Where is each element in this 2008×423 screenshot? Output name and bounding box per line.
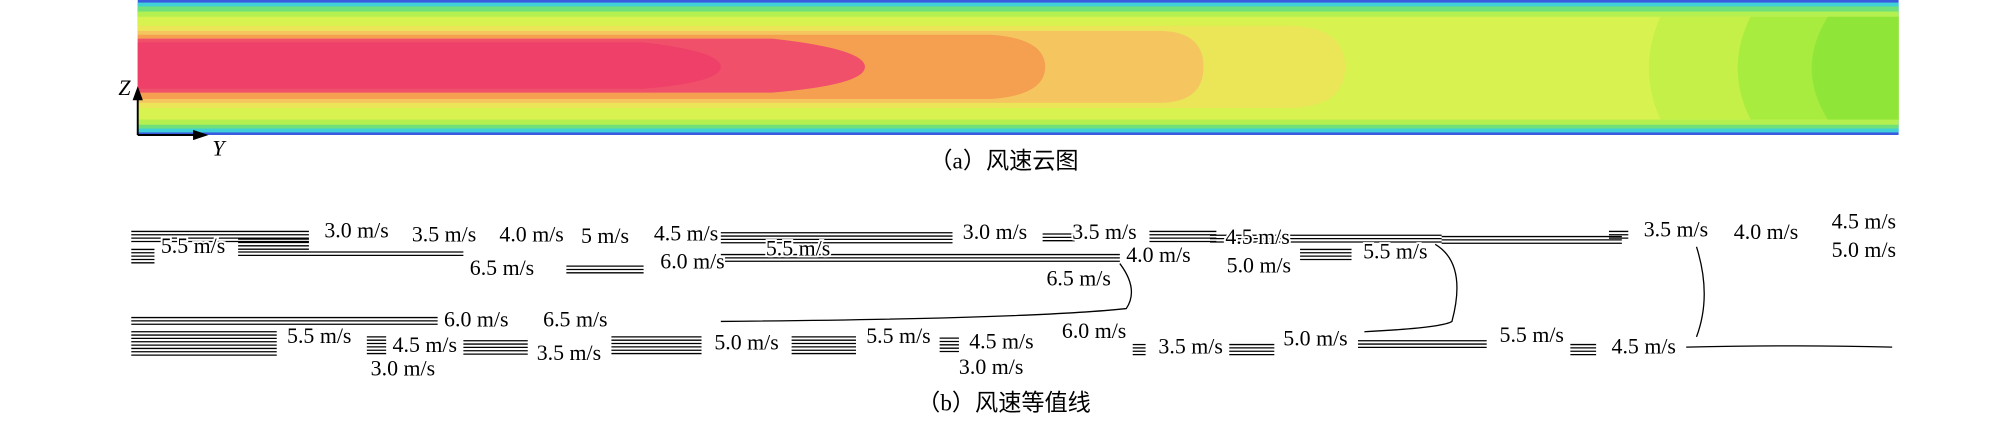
contour-label: 6.0 m/s <box>660 250 724 274</box>
contour-label: 3.0 m/s <box>963 220 1027 244</box>
contour-label: 5.5 m/s <box>1363 239 1427 263</box>
contour-label: 5 m/s <box>581 224 629 248</box>
contour-label: 6.5 m/s <box>470 256 534 280</box>
contour-label: 5.0 m/s <box>1283 327 1347 351</box>
contour-labels: 3.0 m/s 3.5 m/s 4.0 m/s 5 m/s 4.5 m/s 3.0 m/s… <box>159 208 1898 382</box>
arrow <box>193 129 209 141</box>
axis-label: Y <box>212 136 227 160</box>
axis-label: Z <box>118 76 131 100</box>
contour-label: 6.5 m/s <box>543 307 607 331</box>
contour-label: 3.0 m/s <box>959 355 1023 379</box>
contour-label: 4.5 m/s <box>969 329 1033 353</box>
contour-lines <box>131 230 1893 356</box>
contour-line <box>1695 246 1705 338</box>
contour-label: 3.0 m/s <box>324 219 388 243</box>
contour-label: 5.5 m/s <box>161 234 225 258</box>
contour-label: 3.5 m/s <box>412 223 476 247</box>
contour-label: 5.5 m/s <box>1500 323 1564 347</box>
band <box>1811 16 1899 120</box>
contour-label: 3.5 m/s <box>1644 217 1708 241</box>
contour-label: 4.5 m/s <box>393 333 457 357</box>
contour-label: 3.5 m/s <box>537 341 601 365</box>
contour-line <box>720 263 1133 323</box>
contour-label: 6.5 m/s <box>1046 266 1110 290</box>
contour-label: 4.5 m/s <box>654 221 718 245</box>
contour-label: 3.5 m/s <box>1158 334 1222 358</box>
contour-line <box>1364 243 1458 333</box>
band <box>137 42 721 89</box>
contour-label: 6.0 m/s <box>1062 319 1126 343</box>
contour-label: 4.5 m/s <box>1832 210 1896 234</box>
contour-label: 5.5 m/s <box>287 324 351 348</box>
contour-label: 3.5 m/s <box>1072 220 1136 244</box>
contour-label: 6.0 m/s <box>444 307 508 331</box>
contour-label: 3.0 m/s <box>371 356 435 380</box>
contour-label: 4.0 m/s <box>499 223 563 247</box>
axes: Z Y <box>118 76 227 160</box>
contour-label: 5.5 m/s <box>766 237 830 261</box>
velocity-contour-map <box>137 0 1899 135</box>
arrow <box>132 86 143 101</box>
contour-label: 5.0 m/s <box>1832 238 1896 262</box>
contour-label: 5.5 m/s <box>866 324 930 348</box>
caption: （a）风速云图 <box>929 149 1078 175</box>
contour-label: 4.5 m/s <box>1225 225 1289 249</box>
contour-label: 5.0 m/s <box>1227 253 1291 277</box>
contour-line <box>1686 345 1893 348</box>
contour-label: 4.0 m/s <box>1734 220 1798 244</box>
caption: （b）风速等值线 <box>917 390 1091 416</box>
contour-label: 4.0 m/s <box>1126 243 1190 267</box>
contour-label: 5.0 m/s <box>714 331 778 355</box>
contour-label: 4.5 m/s <box>1612 334 1676 358</box>
